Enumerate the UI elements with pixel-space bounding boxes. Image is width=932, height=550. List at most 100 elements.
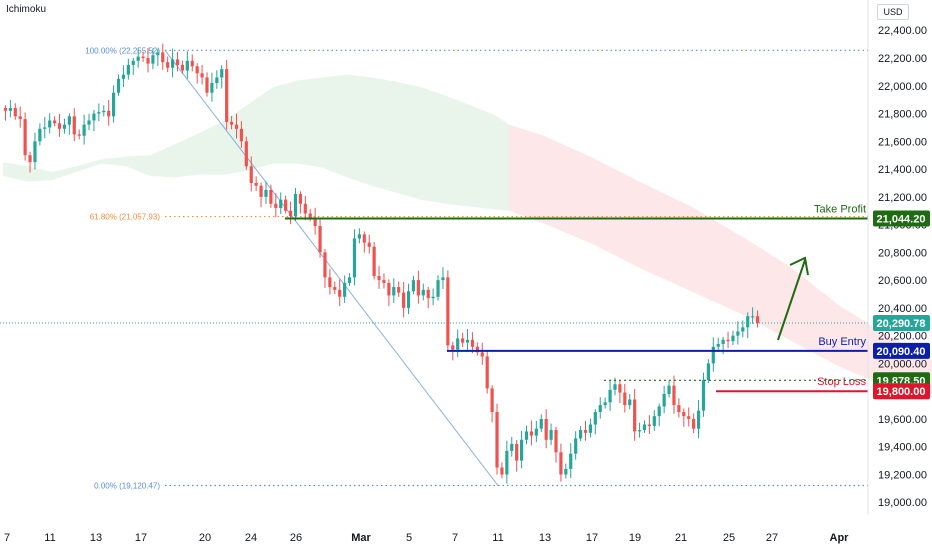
candle-body (677, 405, 681, 413)
price-axis[interactable]: 22,400.00 22,200.00 22,000.00 21,800.00 21,6… (878, 25, 927, 509)
candle-body (313, 217, 317, 226)
candle-body (121, 74, 126, 79)
candle-body (657, 406, 661, 417)
level-label-buy-entry: Buy Entry (818, 336, 866, 348)
candle-body (593, 412, 597, 425)
candle-body (451, 345, 455, 350)
candle-body (662, 393, 666, 407)
candle-body (544, 418, 548, 440)
candle-body (126, 64, 130, 75)
candle-body (33, 141, 37, 163)
candle-body (461, 338, 465, 343)
candle-body (318, 225, 322, 253)
x-tick-label: 24 (245, 532, 257, 544)
x-tick-label: 11 (492, 532, 503, 544)
candle-body (416, 280, 420, 296)
candle-body (446, 277, 450, 346)
candle-body (328, 277, 332, 288)
y-tick-label: 21,600.00 (878, 136, 927, 148)
candle-body (387, 282, 391, 296)
candle-body (574, 438, 578, 454)
candle-body (77, 134, 81, 136)
x-tick-label: 21 (675, 532, 687, 544)
y-tick-label: 20,600.00 (878, 275, 927, 287)
candle-body (195, 66, 199, 74)
y-tick-label: 19,200.00 (878, 469, 927, 481)
y-tick-label: 19,600.00 (878, 414, 927, 426)
candle-body (239, 128, 244, 142)
candle-body (618, 384, 622, 393)
candle-body (28, 155, 32, 163)
candle-body (637, 430, 642, 432)
candle-body (515, 443, 519, 461)
candle-body (741, 327, 745, 332)
candle-body (156, 52, 160, 56)
candle-body (431, 296, 435, 299)
candle-body (303, 203, 307, 214)
candle-body (57, 123, 62, 129)
candle-body (367, 242, 371, 247)
candle-body (357, 234, 361, 239)
candle-body (254, 182, 258, 186)
candle-body (465, 339, 470, 343)
candle-body (48, 120, 52, 128)
price-tag-box (873, 210, 930, 227)
candle-body (608, 389, 612, 403)
candle-body (411, 280, 416, 292)
currency-button[interactable]: USD (877, 4, 909, 20)
price-tag-box (873, 383, 930, 400)
candle-body (92, 113, 96, 121)
candles (3, 43, 760, 484)
candle-body (510, 443, 514, 451)
candle-body (505, 450, 509, 475)
candle-body (578, 430, 583, 439)
candle-body (490, 388, 494, 413)
y-tick-label: 21,200.00 (878, 192, 927, 204)
candle-body (382, 280, 386, 283)
y-tick-label: 20,000.00 (878, 358, 927, 370)
level-label-take-profit: Take Profit (814, 203, 866, 215)
y-tick-label: 20,200.00 (878, 331, 927, 343)
candle-body (682, 412, 686, 417)
ichimoku-cloud (3, 74, 932, 396)
candle-body (549, 430, 553, 440)
candle-body (731, 335, 735, 342)
candle-body (623, 392, 627, 406)
candle-body (529, 431, 534, 436)
candle-body (352, 238, 357, 278)
trade-levels: Take Profit Buy Entry Stop Loss (0, 203, 868, 393)
candle-body (146, 58, 150, 64)
candle-body (539, 418, 543, 429)
price-tag-box (873, 342, 930, 359)
candle-body (284, 199, 288, 211)
candle-body (480, 352, 484, 357)
candle-body (647, 424, 651, 426)
candle-body (229, 121, 234, 125)
price-tag-label: 20,090.40 (877, 346, 926, 358)
candle-body (323, 252, 327, 278)
candle-body (583, 430, 588, 433)
candle-body (751, 316, 755, 318)
fib-level-label: 0.00% (19,120.47) (94, 482, 160, 491)
x-tick-label: 7 (4, 532, 10, 544)
candle-body (249, 166, 253, 183)
candle-body (274, 203, 278, 208)
candle-body (667, 385, 671, 394)
x-tick-label: Apr (830, 532, 850, 544)
candle-body (559, 452, 563, 475)
time-axis[interactable]: 7 11 13 17 20 24 26 Mar 5 7 11 13 17 19 21 25 27 Apr (4, 532, 849, 544)
candle-body (588, 424, 593, 433)
x-tick-label: 19 (629, 532, 641, 544)
candle-body (726, 339, 730, 342)
candle-body (687, 416, 691, 419)
candle-body (652, 416, 656, 426)
x-tick-label: 27 (766, 532, 778, 544)
candle-body (406, 291, 411, 308)
candle-body (397, 287, 401, 293)
candle-body (421, 289, 425, 296)
candle-body (711, 346, 715, 364)
candle-body (475, 346, 479, 353)
candle-body (116, 78, 121, 93)
x-tick-label: 13 (539, 532, 551, 544)
